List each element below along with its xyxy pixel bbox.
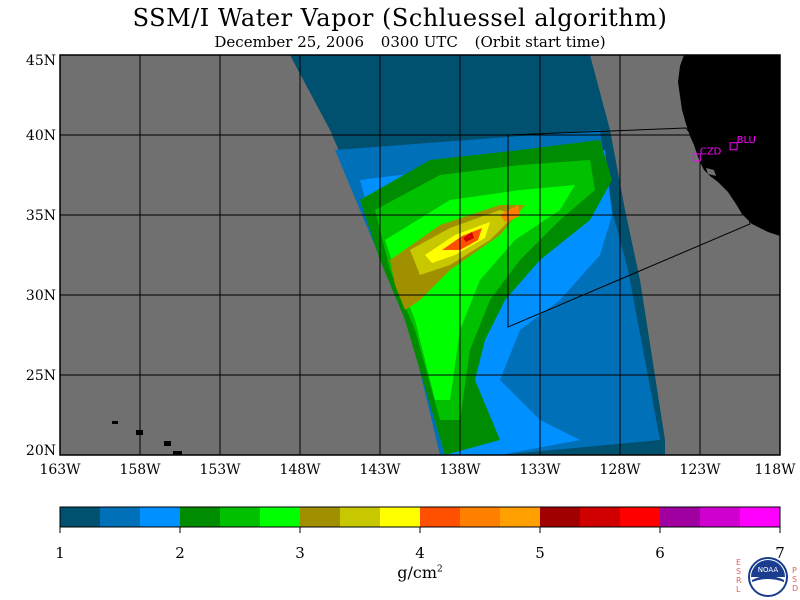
logo-letter: P — [792, 566, 797, 575]
station-marker: BLU — [729, 135, 756, 151]
lat-label: 30N — [25, 288, 56, 304]
lon-label: 123W — [679, 462, 721, 478]
north-america-coast — [678, 55, 780, 236]
island-1 — [112, 421, 118, 424]
logo-letter: S — [736, 567, 742, 576]
station-markers: CZD BLU — [692, 135, 756, 162]
bay-inlet — [706, 168, 716, 176]
water-vapor-region — [463, 232, 474, 242]
lon-label: 143W — [359, 462, 401, 478]
lon-label: 163W — [39, 462, 81, 478]
logo-letter: R — [736, 576, 742, 585]
color-scale-tick: 7 — [775, 544, 785, 562]
water-vapor-region — [500, 205, 520, 222]
logo-letter: S — [792, 575, 798, 584]
lat-label: 20N — [25, 443, 56, 459]
color-scale-tick: 4 — [415, 544, 425, 562]
lat-label: 40N — [25, 128, 56, 144]
color-scale-tick: 6 — [655, 544, 665, 562]
logo-letter: E — [736, 558, 742, 567]
lon-label: 148W — [279, 462, 321, 478]
units-exponent: 2 — [437, 564, 443, 575]
noaa-emblem-icon: NOAA — [748, 557, 788, 597]
station-square-icon — [729, 142, 738, 151]
lat-lon-grid — [60, 55, 780, 455]
island-3 — [164, 441, 171, 446]
lat-label: 25N — [25, 368, 56, 384]
color-scale-tick: 5 — [535, 544, 545, 562]
color-scale-tick: 1 — [55, 544, 65, 562]
orbit-note: (Orbit start time) — [474, 33, 606, 51]
land-mass — [112, 55, 780, 455]
logo-letter: L — [736, 585, 741, 594]
time-text: 0300 UTC — [380, 33, 458, 51]
lon-label: 158W — [119, 462, 161, 478]
station-square-icon — [692, 153, 701, 162]
lon-label: 118W — [754, 462, 796, 478]
color-scale-tick: 3 — [295, 544, 305, 562]
color-scale-tick: 2 — [175, 544, 185, 562]
station-label: BLU — [737, 135, 756, 146]
lon-label: 128W — [599, 462, 641, 478]
satellite-swath — [290, 55, 665, 455]
units-text: g/cm — [397, 563, 438, 582]
station-label: CZD — [700, 146, 722, 157]
map-frame — [59, 54, 781, 456]
lat-label: 45N — [25, 53, 56, 69]
station-marker: CZD — [692, 146, 722, 162]
island-4 — [173, 451, 182, 455]
date-text: December 25, 2006 — [214, 33, 365, 51]
lat-label: 35N — [25, 208, 56, 224]
map-title: SSM/I Water Vapor (Schluessel algorithm) — [132, 4, 668, 32]
lon-label: 153W — [199, 462, 241, 478]
lon-label: 133W — [519, 462, 561, 478]
logo-letter: D — [792, 584, 799, 593]
units-label: g/cm2 — [360, 563, 480, 582]
map-subtitle: December 25, 2006 0300 UTC (Orbit start … — [0, 33, 800, 51]
lon-label: 138W — [439, 462, 481, 478]
logo-center-text: NOAA — [758, 566, 779, 574]
flight-track-outline — [507, 127, 751, 328]
